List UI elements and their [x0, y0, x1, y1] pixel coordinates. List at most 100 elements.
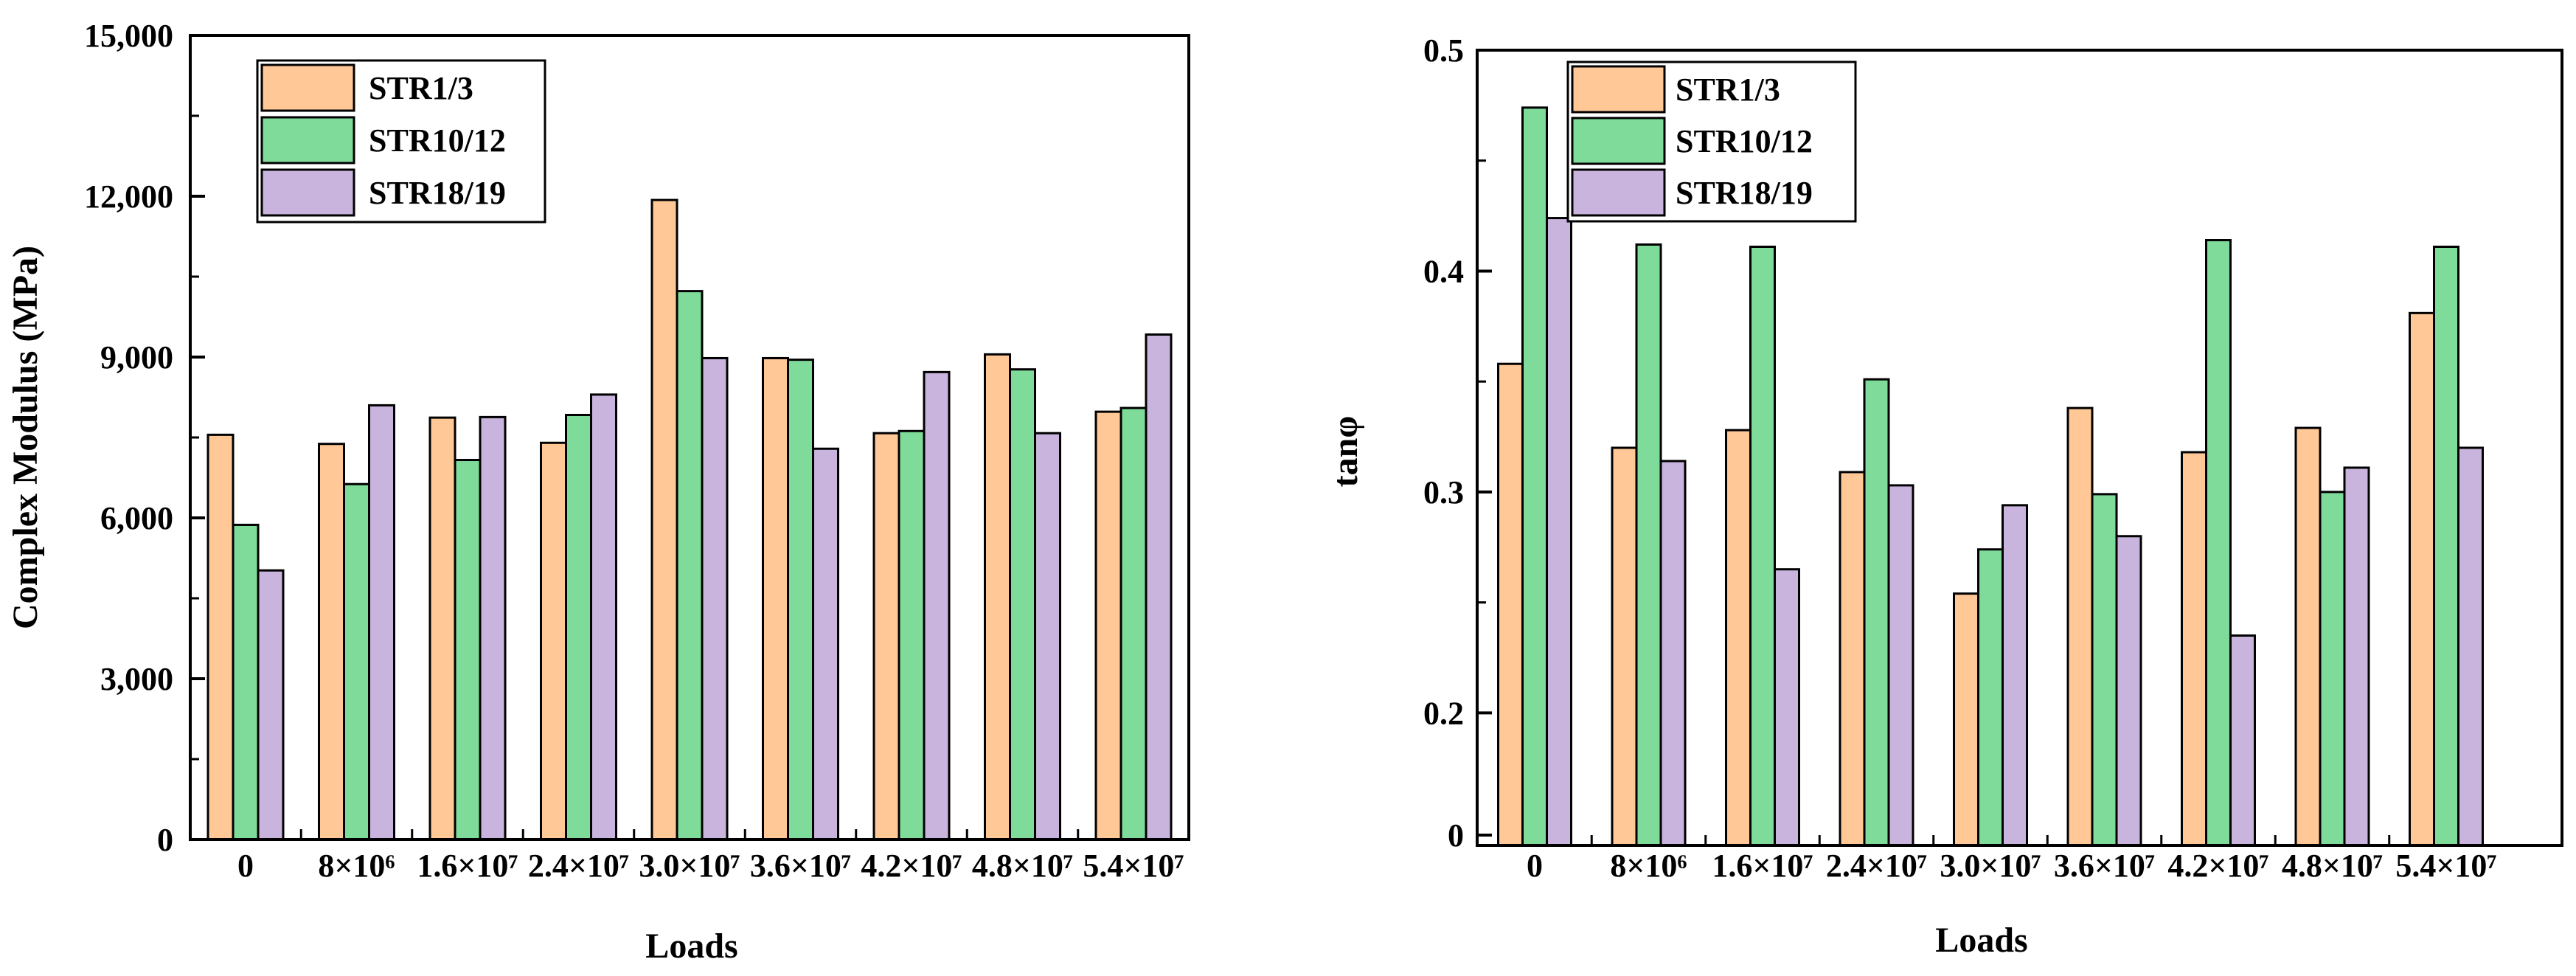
legend-swatch [1571, 117, 1666, 165]
bar-str18-19-8 [2457, 446, 2484, 847]
tan-phi-chart: 0 0.2 0.3 0.4 0.5 0 8×10⁶ 1.6×10⁷ 2.4×10⁷ 3.0×10⁷… [1326, 32, 2563, 960]
bar-str1-3-1 [1611, 446, 1638, 847]
bar-str1-3-2 [428, 416, 456, 841]
x-tick-label: 8×10⁶ [1610, 848, 1687, 884]
bar-str1-3-1 [318, 443, 345, 841]
bar-str18-19-2 [479, 415, 507, 841]
bar-str10-12-6 [2205, 239, 2232, 847]
y-tick-label: 15,000 [84, 18, 173, 54]
bar-str10-12-5 [2091, 493, 2118, 847]
y-tick-label: 12,000 [84, 179, 173, 215]
bar-str10-12-7 [2319, 491, 2346, 847]
legend-label: STR1/3 [369, 70, 473, 106]
bar-str1-3-7 [2294, 426, 2322, 847]
bar-str18-19-3 [590, 393, 617, 841]
x-tick-label: 3.6×10⁷ [2054, 848, 2155, 884]
bar-str1-3-5 [762, 356, 789, 841]
x-tick-label: 4.2×10⁷ [861, 848, 962, 884]
bar-str18-19-7 [2343, 466, 2370, 847]
bar-str1-3-4 [650, 198, 678, 841]
y-tick-label: 0.5 [1423, 32, 1464, 69]
y-tick-label: 0.3 [1423, 474, 1464, 511]
x-axis-label: Loads [645, 927, 737, 966]
bar-str18-19-1 [1659, 460, 1687, 847]
x-tick-label: 2.4×10⁷ [528, 848, 629, 884]
x-axis-label: Loads [1935, 921, 2027, 960]
bar-str10-12-8 [2433, 246, 2459, 847]
bar-str1-3-0 [1497, 362, 1524, 847]
x-tick-label: 3.0×10⁷ [639, 848, 740, 884]
legend: STR1/3 STR10/12 STR18/19 [1566, 60, 1857, 223]
bar-str1-3-4 [1953, 592, 1979, 847]
bar-str18-19-0 [257, 569, 285, 841]
y-tick-label: 3,000 [100, 661, 173, 697]
bar-str10-12-2 [454, 459, 482, 841]
x-tick-label: 0 [237, 848, 254, 884]
y-axis-label: tanφ [1326, 416, 1365, 488]
bar-str18-19-8 [1145, 333, 1173, 841]
bar-str10-12-4 [676, 290, 704, 841]
x-tick-label: 1.6×10⁷ [1712, 848, 1813, 884]
bar-str1-3-7 [984, 353, 1011, 841]
legend-label: STR10/12 [369, 122, 506, 159]
legend: STR1/3 STR10/12 STR18/19 [256, 59, 546, 224]
bar-str18-19-6 [923, 370, 951, 841]
bar-str10-12-8 [1119, 406, 1148, 841]
y-tick-label: 9,000 [100, 339, 173, 375]
bar-str1-3-6 [2181, 451, 2207, 847]
bar-str10-12-3 [565, 413, 592, 841]
bar-str10-12-2 [1749, 246, 1776, 847]
bar-str1-3-3 [540, 441, 567, 841]
bar-str18-19-1 [368, 404, 395, 841]
legend-swatch [260, 63, 355, 112]
x-tick-label: 5.4×10⁷ [2395, 848, 2496, 884]
bar-str1-3-0 [206, 433, 235, 841]
bar-str10-12-7 [1009, 368, 1036, 841]
bar-str18-19-5 [2115, 535, 2142, 847]
y-tick-label: 0.4 [1423, 253, 1464, 289]
complex-modulus-chart: 0 3,000 6,000 9,000 12,000 15,000 0 8×10⁶ 1.6×10… [6, 18, 1190, 966]
x-tick-label: 8×10⁶ [318, 848, 395, 884]
bar-str18-19-0 [1546, 217, 1572, 847]
bar-str18-19-4 [2002, 504, 2028, 847]
legend-swatch [260, 116, 355, 165]
y-tick-label: 0.2 [1423, 695, 1464, 731]
bar-str1-3-8 [1094, 410, 1122, 841]
legend-label: STR18/19 [1676, 175, 1813, 211]
legend-swatch [1571, 65, 1666, 114]
bar-str18-19-2 [1774, 568, 1800, 847]
bar-str18-19-7 [1034, 432, 1061, 841]
x-tick-label: 0 [1527, 848, 1543, 884]
bar-str1-3-2 [1725, 429, 1752, 847]
bar-str10-12-3 [1863, 378, 1890, 847]
x-tick-label: 4.8×10⁷ [2282, 848, 2383, 884]
bar-str10-12-6 [898, 429, 926, 841]
bar-str10-12-0 [1521, 106, 1548, 847]
legend-swatch [1571, 168, 1666, 217]
y-tick-label: 0 [1448, 817, 1464, 854]
bar-str18-19-4 [701, 356, 729, 841]
bar-str18-19-6 [2229, 634, 2256, 847]
plot-frame [1476, 49, 2563, 847]
legend-label: STR18/19 [369, 175, 506, 211]
x-tick-label: 4.2×10⁷ [2167, 848, 2268, 884]
y-axis-label: Complex Modulus (MPa) [6, 246, 45, 629]
bar-str1-3-6 [872, 432, 900, 841]
bar-str10-12-1 [343, 482, 370, 841]
bar-str1-3-8 [2409, 311, 2435, 847]
x-tick-label: 3.6×10⁷ [750, 848, 851, 884]
y-tick-label: 6,000 [100, 500, 173, 536]
x-tick-label: 1.6×10⁷ [417, 848, 518, 884]
legend-label: STR1/3 [1676, 72, 1780, 108]
bar-str1-3-5 [2066, 406, 2094, 847]
bar-str10-12-0 [232, 523, 260, 841]
x-tick-label: 5.4×10⁷ [1083, 848, 1184, 884]
x-tick-label: 2.4×10⁷ [1826, 848, 1927, 884]
x-tick-label: 3.0×10⁷ [1940, 848, 2041, 884]
bar-str18-19-3 [1887, 484, 1914, 847]
bar-str10-12-4 [1977, 548, 2004, 847]
legend-label: STR10/12 [1676, 123, 1813, 159]
bar-str10-12-5 [787, 359, 814, 841]
bar-str1-3-3 [1839, 471, 1866, 847]
